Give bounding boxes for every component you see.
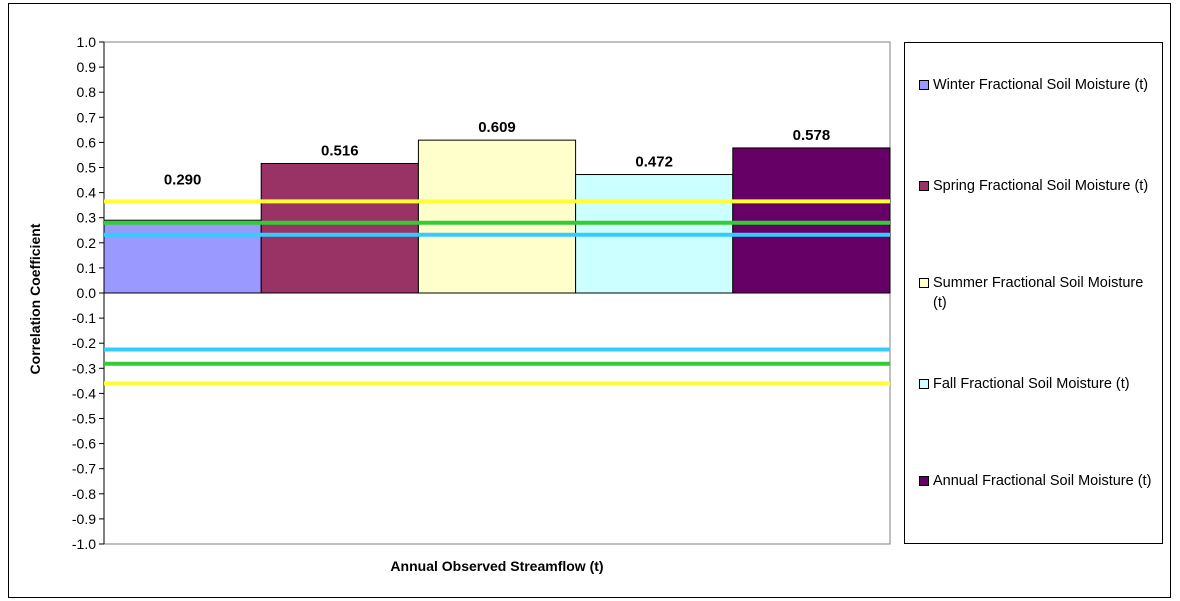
- legend-item-winter: Winter Fractional Soil Moisture (t): [919, 75, 1155, 95]
- bar-5: [732, 147, 891, 294]
- legend-label-annual: Annual Fractional Soil Moisture (t): [933, 473, 1152, 489]
- y-tick-label: 1.0: [77, 34, 97, 50]
- legend-swatch-annual: [919, 476, 929, 486]
- y-tick-label: -0.2: [72, 335, 96, 351]
- y-tick-label: -0.1: [72, 310, 96, 326]
- y-tick-label: -0.6: [72, 436, 96, 452]
- legend-item-fall: Fall Fractional Soil Moisture (t): [919, 374, 1155, 394]
- y-tick-label: -0.7: [72, 461, 96, 477]
- legend-swatch-spring: [919, 181, 929, 191]
- legend-item-summer: Summer Fractional Soil Moisture (t): [919, 273, 1155, 313]
- y-tick-label: -0.9: [72, 511, 96, 527]
- y-tick-label: 0.0: [77, 285, 97, 301]
- y-axis-title: Correlation Coefficient: [27, 223, 43, 374]
- bar-1: [103, 219, 262, 294]
- x-axis-title: Annual Observed Streamflow (t): [390, 558, 603, 574]
- legend-item-annual: Annual Fractional Soil Moisture (t): [919, 471, 1155, 491]
- y-tick-label: 0.7: [77, 109, 97, 125]
- bar-2: [260, 162, 419, 294]
- y-tick-label: 0.5: [77, 160, 97, 176]
- y-tick-label: -0.3: [72, 360, 96, 376]
- y-tick-label: -1.0: [72, 536, 96, 552]
- y-tick-label: -0.4: [72, 385, 96, 401]
- bar-value-label-5: 0.578: [793, 127, 831, 144]
- y-tick-label: 0.4: [77, 185, 97, 201]
- y-tick-label: 0.8: [77, 84, 97, 100]
- bar-value-label-2: 0.516: [321, 142, 359, 159]
- y-tick-label: 0.3: [77, 210, 97, 226]
- legend-label-summer: Summer Fractional Soil Moisture (t): [933, 275, 1144, 311]
- bar-value-label-4: 0.472: [635, 154, 673, 171]
- legend-swatch-fall: [919, 379, 929, 389]
- y-tick-label: 0.1: [77, 260, 97, 276]
- legend-swatch-winter: [919, 80, 929, 90]
- legend-label-fall: Fall Fractional Soil Moisture (t): [933, 376, 1130, 392]
- bar-value-label-1: 0.290: [164, 172, 202, 189]
- legend-label-spring: Spring Fractional Soil Moisture (t): [933, 178, 1149, 194]
- legend: Winter Fractional Soil Moisture (t) Spri…: [904, 42, 1163, 544]
- y-tick-label: 0.2: [77, 235, 97, 251]
- legend-swatch-summer: [919, 278, 929, 288]
- y-tick-label: -0.5: [72, 411, 96, 427]
- y-tick-label: 0.9: [77, 59, 97, 75]
- legend-item-spring: Spring Fractional Soil Moisture (t): [919, 176, 1155, 196]
- y-tick-label: 0.6: [77, 134, 97, 150]
- bar-3: [417, 139, 577, 294]
- y-tick-label: -0.8: [72, 486, 96, 502]
- legend-label-winter: Winter Fractional Soil Moisture (t): [933, 77, 1149, 93]
- bar-value-label-3: 0.609: [478, 119, 516, 136]
